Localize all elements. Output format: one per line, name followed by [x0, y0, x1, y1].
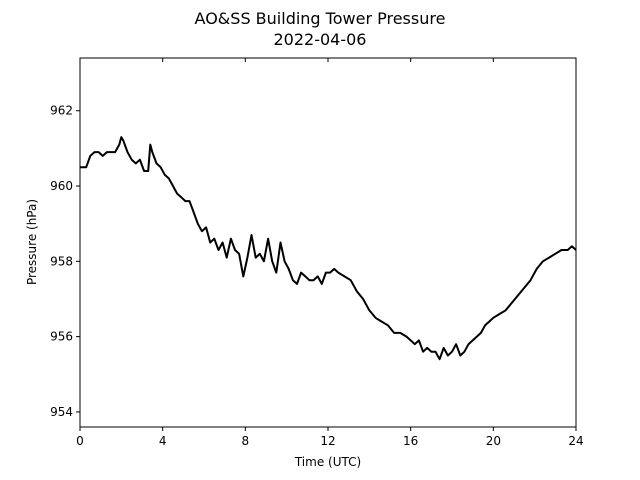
pressure-series-line: [80, 136, 577, 361]
x-tick-label: 16: [403, 434, 418, 448]
x-tick-label: 8: [242, 434, 250, 448]
y-axis-label: Pressure (hPa): [25, 199, 39, 285]
x-tick-label: 24: [568, 434, 583, 448]
x-tick-label: 0: [76, 434, 84, 448]
x-tick-label: 20: [486, 434, 501, 448]
x-axis: 0 4 8 12 16 20 24: [76, 58, 584, 448]
y-axis: 954 956 958 960 962: [50, 104, 80, 419]
y-tick-label: 960: [50, 179, 73, 193]
y-tick-label: 958: [50, 254, 73, 268]
y-tick-label: 954: [50, 405, 73, 419]
x-tick-label: 12: [320, 434, 335, 448]
chart-subtitle: 2022-04-06: [274, 30, 367, 49]
y-tick-label: 962: [50, 104, 73, 118]
y-tick-label: 956: [50, 330, 73, 344]
chart-title: AO&SS Building Tower Pressure: [195, 9, 446, 28]
x-tick-label: 4: [159, 434, 167, 448]
x-axis-label: Time (UTC): [294, 455, 361, 469]
